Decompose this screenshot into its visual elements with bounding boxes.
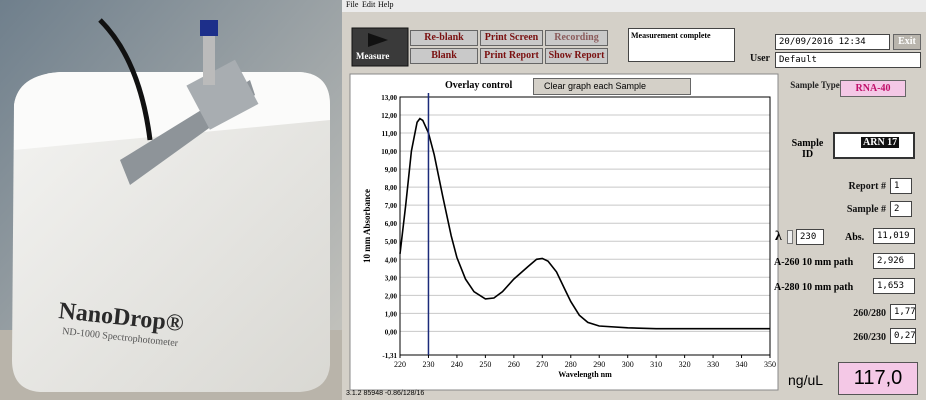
sample-id-field[interactable]: ARN 17 [833, 132, 915, 159]
y-tick-label: 1,00 [385, 310, 398, 318]
r260-280-label: 260/280 [853, 308, 886, 319]
fiber-cable [98, 18, 153, 141]
play-icon [368, 33, 388, 47]
x-tick-label: 260 [508, 360, 520, 369]
show-report-button[interactable]: Show Report [545, 48, 608, 64]
user: Default [775, 52, 921, 68]
x-tick-label: 290 [593, 360, 605, 369]
menu-edit[interactable]: Edit [362, 0, 376, 9]
footer: 3.1.2 85948 -0.86/128/16 [346, 390, 425, 397]
x-tick-label: 320 [679, 360, 691, 369]
x-tick-label: 250 [479, 360, 491, 369]
measure-label: Measure [356, 51, 390, 61]
y-tick-label: 7,00 [385, 202, 398, 210]
report: 1 [890, 178, 912, 194]
r260-230-label: 260/230 [853, 332, 886, 343]
a280-label: A-280 10 mm path [774, 282, 854, 293]
overlay-dropdown[interactable]: Clear graph each Sample [533, 78, 691, 95]
sample-type-label: Sample Type [790, 80, 840, 90]
x-axis-label: Wavelength nm [558, 370, 612, 379]
r260-280: 1,77 [890, 304, 916, 320]
abs: 11,019 [873, 228, 915, 244]
print-screen-button[interactable]: Print Screen [480, 30, 543, 46]
sample-id: ARN 17 [861, 137, 900, 148]
menu-file[interactable]: File [346, 0, 359, 9]
chart-panel [349, 73, 779, 391]
y-tick-label: 12,00 [381, 112, 397, 120]
y-tick-label: 3,00 [385, 274, 398, 282]
x-tick-label: 270 [536, 360, 548, 369]
x-tick-label: 310 [650, 360, 662, 369]
post [203, 30, 215, 85]
y-tick-label: 10,00 [381, 148, 397, 156]
y-tick-label: 5,00 [385, 238, 398, 246]
y-tick-label: 11,00 [382, 130, 398, 138]
x-tick-label: 280 [565, 360, 577, 369]
spectrum-line [399, 117, 770, 330]
sample-label: Sample # [846, 204, 886, 215]
y-tick-label: 13,00 [381, 94, 397, 102]
report-label: Report # [848, 181, 887, 192]
y-axis-label: 10 mm Absorbance [362, 189, 372, 263]
x-tick-label: 240 [451, 360, 463, 369]
plot-frame [399, 96, 771, 356]
measure-button[interactable] [351, 27, 409, 67]
sample-id-label: Sample ID [791, 138, 824, 160]
y-tick-label: 9,00 [385, 166, 398, 174]
y-tick-label: -1,31 [382, 352, 397, 360]
x-tick-label: 340 [736, 360, 748, 369]
blank-button[interactable]: Blank [410, 48, 478, 64]
exit-button[interactable]: Exit [893, 34, 921, 50]
lambda-label: λ [775, 229, 782, 244]
lambda[interactable]: 230 [796, 229, 824, 245]
status: Measurement complete [628, 28, 735, 62]
post-cap [200, 20, 218, 36]
y-tick-label: 0,00 [385, 328, 398, 336]
conc-label: ng/uL [788, 372, 824, 388]
a260-label: A-260 10 mm path [774, 257, 854, 268]
print-report-button[interactable]: Print Report [480, 48, 543, 64]
menu-bar [342, 0, 926, 12]
abs-label: Abs. [845, 232, 865, 243]
datetime: 20/09/2016 12:34 [775, 34, 890, 50]
x-tick-label: 330 [707, 360, 719, 369]
y-tick-label: 2,00 [385, 292, 398, 300]
lambda-spinner[interactable] [787, 230, 793, 244]
sample: 2 [890, 201, 912, 217]
recording-button[interactable]: Recording [545, 30, 608, 46]
y-tick-label: 8,00 [385, 184, 398, 192]
x-tick-label: 220 [394, 360, 406, 369]
y-tick-label: 6,00 [385, 220, 398, 228]
sample-type-dropdown[interactable]: RNA-40 [840, 80, 906, 97]
x-tick-label: 230 [422, 360, 434, 369]
a280: 1,653 [873, 278, 915, 294]
r260-230: 0,27 [890, 328, 916, 344]
reblank-button[interactable]: Re-blank [410, 30, 478, 46]
a260: 2,926 [873, 253, 915, 269]
chart: -1,31 0,00 1,00 2,00 3,00 4,00 5,00 6,00 7,00 8,0… [362, 93, 776, 379]
conc: 117,0 [838, 362, 918, 395]
overlay-label: Overlay control [445, 80, 513, 91]
x-tick-label: 350 [764, 360, 776, 369]
user-label: User [750, 53, 770, 64]
y-tick-label: 4,00 [385, 256, 398, 264]
device-body [12, 72, 330, 392]
x-tick-label: 300 [622, 360, 634, 369]
menu-help[interactable]: Help [378, 0, 394, 9]
